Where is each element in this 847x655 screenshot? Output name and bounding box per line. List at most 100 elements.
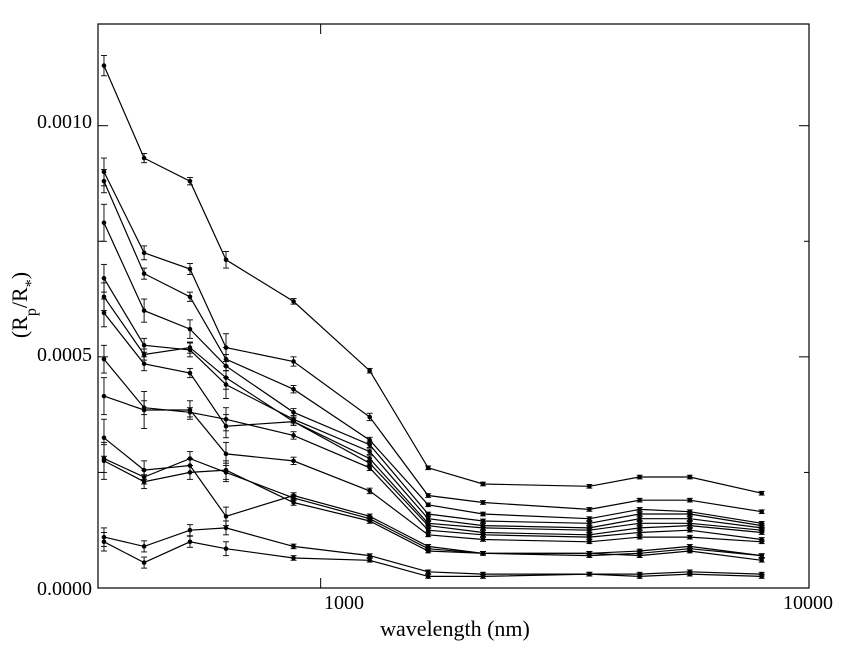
- data-point: [367, 442, 372, 447]
- data-point: [759, 509, 764, 515]
- data-point: [425, 516, 431, 521]
- data-point: [637, 525, 642, 531]
- data-point: [687, 534, 693, 540]
- data-point: [367, 460, 372, 466]
- y-tick-label-0: 0.0000: [37, 578, 92, 600]
- data-point: [367, 557, 372, 563]
- data-point: [367, 465, 372, 471]
- data-point: [687, 516, 693, 521]
- data-point: [687, 511, 693, 517]
- series-9: [100, 377, 765, 545]
- data-point: [425, 527, 431, 533]
- series-line: [103, 65, 762, 494]
- data-point: [480, 511, 486, 517]
- data-point: [291, 555, 296, 561]
- data-point: [187, 345, 193, 350]
- data-point: [759, 553, 764, 558]
- data-point: [759, 539, 764, 545]
- data-point: [637, 516, 642, 521]
- series-line: [103, 277, 762, 529]
- series-line: [103, 457, 762, 557]
- data-point: [759, 557, 764, 563]
- data-point: [223, 416, 229, 422]
- data-point: [637, 497, 642, 503]
- data-point: [367, 368, 372, 374]
- y-tick-label-1: 0.0005: [37, 344, 92, 366]
- data-point: [425, 569, 431, 575]
- data-point: [637, 511, 642, 517]
- data-point: [291, 299, 296, 304]
- data-point: [223, 525, 229, 531]
- data-point: [141, 271, 147, 276]
- data-point: [637, 474, 642, 480]
- data-point: [101, 435, 107, 441]
- data-point: [367, 414, 372, 420]
- data-point: [425, 548, 431, 554]
- data-point: [425, 502, 431, 508]
- series-line: [103, 527, 762, 575]
- data-point: [291, 458, 296, 464]
- data-point: [101, 63, 107, 68]
- data-point: [759, 490, 764, 496]
- data-point: [101, 539, 107, 545]
- data-point: [425, 574, 431, 579]
- data-point: [425, 493, 431, 498]
- data-point: [637, 574, 642, 579]
- series-line: [103, 171, 762, 513]
- series-line: [103, 222, 762, 527]
- y-tick-label-2: 0.0010: [37, 111, 92, 133]
- data-point: [480, 532, 486, 538]
- data-point: [187, 266, 193, 272]
- data-point: [291, 500, 296, 505]
- data-point: [587, 551, 592, 556]
- data-point: [101, 178, 107, 184]
- series-line: [103, 296, 762, 531]
- data-point: [687, 474, 693, 480]
- data-point: [759, 574, 764, 579]
- data-point: [587, 571, 592, 577]
- data-point: [187, 470, 193, 475]
- axis-ticks: [98, 24, 810, 589]
- data-point: [101, 458, 107, 464]
- plot-frame: [97, 23, 810, 589]
- series-8: [100, 344, 765, 542]
- x-tick-label-1: 10000: [783, 592, 833, 614]
- data-point: [187, 178, 193, 184]
- data-point: [687, 523, 693, 528]
- data-point: [141, 352, 147, 357]
- data-point: [141, 308, 147, 313]
- data-point: [637, 553, 642, 558]
- series-layer: [100, 54, 765, 579]
- data-point: [587, 516, 592, 521]
- data-point: [587, 534, 592, 540]
- data-point: [425, 511, 431, 517]
- data-point: [480, 525, 486, 531]
- data-point: [367, 553, 372, 558]
- data-point: [687, 497, 693, 503]
- data-point: [637, 520, 642, 526]
- data-point: [187, 527, 193, 533]
- data-point: [367, 449, 372, 454]
- data-point: [187, 370, 193, 376]
- data-point: [687, 527, 693, 533]
- data-point: [141, 342, 147, 348]
- data-point: [223, 451, 229, 457]
- data-point: [480, 481, 486, 487]
- data-point: [637, 534, 642, 540]
- series-11: [100, 444, 765, 558]
- data-point: [480, 574, 486, 579]
- data-point: [587, 483, 592, 489]
- y-axis-title: (Rp/R*): [7, 272, 40, 338]
- series-line: [103, 541, 762, 578]
- data-point: [141, 361, 147, 367]
- data-point: [291, 544, 296, 549]
- series-2: [100, 157, 765, 515]
- data-point: [587, 539, 592, 545]
- data-point: [141, 250, 147, 256]
- data-point: [425, 532, 431, 538]
- data-point: [223, 467, 229, 473]
- data-point: [367, 437, 372, 443]
- data-point: [480, 537, 486, 542]
- data-point: [101, 356, 107, 362]
- data-point: [291, 419, 296, 424]
